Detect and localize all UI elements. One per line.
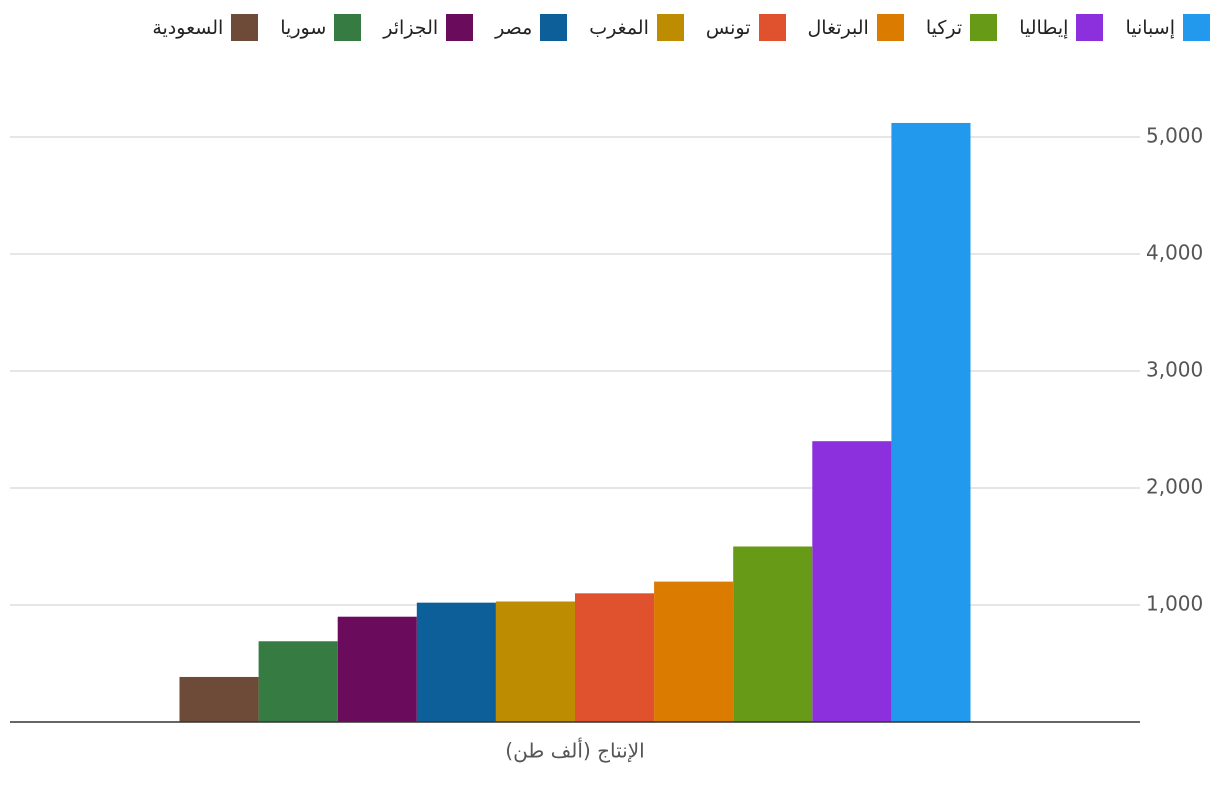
legend-label: مصر [495, 16, 533, 39]
legend-label: إيطاليا [1019, 16, 1069, 39]
legend-item: تركيا [925, 14, 998, 41]
legend-swatch [970, 14, 998, 41]
x-tick-label: الإنتاج (ألف طن) [505, 738, 644, 763]
legend-item: مصر [495, 14, 568, 41]
legend-label: المغرب [589, 16, 649, 39]
legend-label: السعودية [152, 16, 224, 39]
bar [891, 122, 971, 722]
y-tick-label: 5,000 [1146, 124, 1203, 148]
legend-swatch [231, 14, 259, 41]
legend-swatch [1076, 14, 1104, 41]
legend-item: إيطاليا [1019, 14, 1104, 41]
legend-item: تونس [706, 14, 786, 41]
legend-swatch [334, 14, 362, 41]
legend-label: البرتغال [807, 16, 869, 39]
bar [812, 441, 892, 722]
bar [733, 546, 813, 722]
legend-swatch [876, 14, 904, 41]
y-tick-label: 4,000 [1146, 241, 1203, 265]
legend-swatch [540, 14, 568, 41]
legend-swatch [446, 14, 474, 41]
bar [654, 581, 734, 722]
legend-item: السعودية [152, 14, 259, 41]
legend-swatch [758, 14, 786, 41]
legend-swatch [656, 14, 684, 41]
bar [337, 616, 417, 722]
y-tick-label: 2,000 [1146, 475, 1203, 499]
legend-label: تونس [705, 16, 751, 39]
bar [495, 601, 575, 722]
legend-label: الجزائر [383, 16, 439, 39]
bar [575, 593, 655, 722]
legend-label: سوريا [280, 16, 327, 39]
bar [179, 676, 259, 722]
bar [258, 641, 338, 722]
legend: إسبانيا إيطاليا تركيا البرتغال تونس المغرب مصر… [152, 14, 1210, 41]
legend-label: تركيا [925, 16, 963, 39]
legend-item: سوريا [280, 14, 362, 41]
legend-item: البرتغال [808, 14, 904, 41]
legend-item: المغرب [589, 14, 684, 41]
y-tick-label: 3,000 [1146, 358, 1203, 382]
legend-swatch [1183, 14, 1210, 41]
legend-label: إسبانيا [1125, 16, 1175, 39]
legend-item: إسبانيا [1125, 14, 1210, 41]
y-tick-label: 1,000 [1146, 592, 1203, 616]
legend-item: الجزائر [383, 14, 474, 41]
bar [416, 602, 496, 722]
